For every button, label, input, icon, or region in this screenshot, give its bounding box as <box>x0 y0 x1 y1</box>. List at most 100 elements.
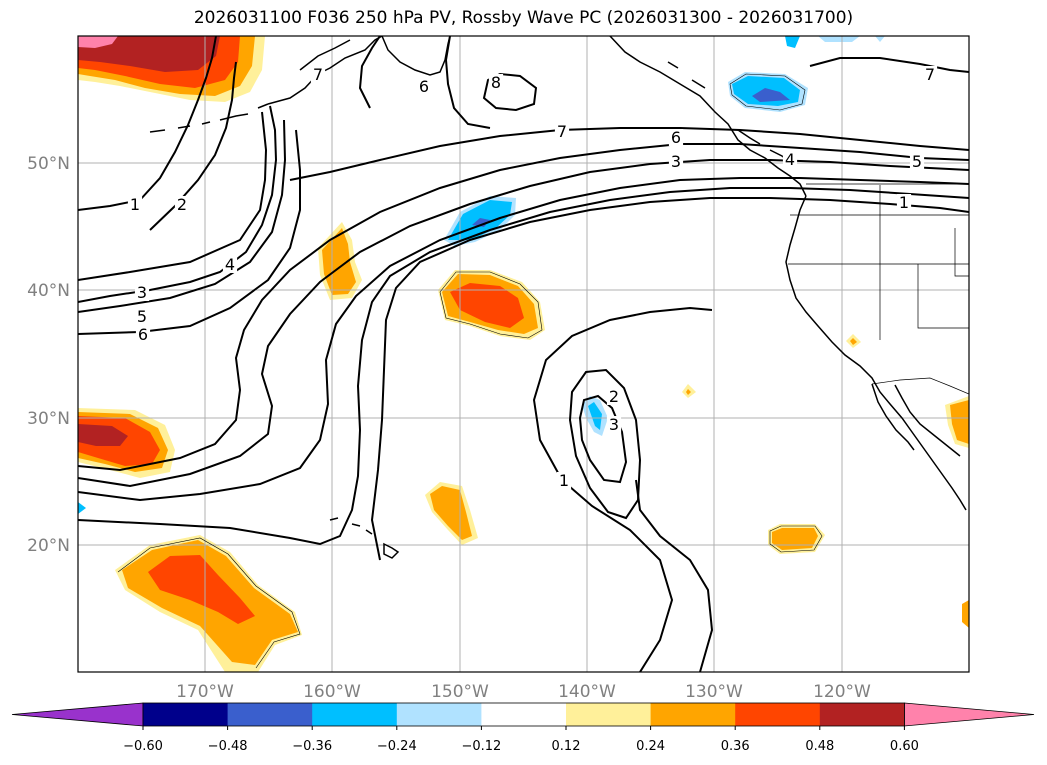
coast-alaska-peninsula <box>267 36 383 105</box>
contour-label-1-east: 1 <box>899 193 909 212</box>
shading-outlines <box>117 73 823 669</box>
anomaly-125w-orange <box>772 528 818 550</box>
contour-4-mid <box>78 111 268 281</box>
outline-150w <box>439 271 543 339</box>
colorbar-tick-label: −0.36 <box>292 739 332 754</box>
contour-label-7-mid: 7 <box>557 122 567 141</box>
anomaly-spot-1-core <box>686 389 691 395</box>
colorbar-segment <box>396 703 482 726</box>
contour-label-halo <box>174 196 190 213</box>
colorbar-tick-label: 0.36 <box>721 739 750 754</box>
contour-label-halo <box>606 388 622 405</box>
anomaly-spot-2-core <box>850 338 857 345</box>
outline-sw <box>117 537 301 669</box>
contour-label-halo <box>922 66 938 83</box>
contour-loop-5 <box>370 197 969 561</box>
latitude-labels: 50°N 40°N 30°N 20°N <box>27 154 70 556</box>
contour-1-south-return <box>635 479 714 672</box>
coast-west-us <box>785 195 967 511</box>
contour-label-1-west: 1 <box>130 195 140 214</box>
anomaly-blue-140w <box>588 402 602 430</box>
outline-blue-ne <box>729 73 806 111</box>
contour-big-loop <box>78 143 969 472</box>
contour-label-7-north: 7 <box>313 65 323 84</box>
lat-label-20n: 20°N <box>27 536 70 556</box>
anomaly-w-edge-blue <box>78 502 86 514</box>
contour-label-halo <box>416 78 432 95</box>
anomaly-150w-red <box>450 283 524 328</box>
contour-label-6-mid: 6 <box>671 128 681 147</box>
anomaly-sw-red <box>148 555 255 624</box>
anomaly-160w-orange <box>322 228 356 295</box>
border-mexico <box>871 377 969 395</box>
colorbar-segment <box>735 703 821 726</box>
colorbar-segment <box>481 703 567 726</box>
contour-label-3-west: 3 <box>137 283 147 302</box>
longitude-labels: 170°W 160°W 150°W 140°W 130°W 120°W <box>176 682 871 702</box>
coast-bc-islands <box>667 61 791 163</box>
contour-label-halo <box>556 472 572 489</box>
shaded-anomalies <box>78 36 969 672</box>
anomaly-blue-top-3 <box>875 36 885 42</box>
colorbar-extend-low <box>11 702 144 727</box>
contour-label-6-west: 6 <box>138 325 148 344</box>
lon-label-160w: 160°W <box>303 682 361 702</box>
anomaly-e-edge-2 <box>962 600 969 628</box>
contour-label-halo <box>668 153 684 170</box>
colorbar-tick-label: −0.48 <box>208 739 248 754</box>
contour-label-halo <box>554 123 570 140</box>
gridlines <box>78 36 969 672</box>
contour-7-north <box>289 127 969 181</box>
contour-7-ne <box>809 57 969 73</box>
contour-label-group: 1 2 3 4 5 6 7 8 6 7 6 3 4 5 1 7 3 5 6 2 … <box>127 65 938 490</box>
contour-label-halo <box>488 74 504 91</box>
anomaly-s150w-orange <box>430 486 472 540</box>
coast-aleutians <box>149 103 269 133</box>
colorbar-outline <box>142 702 905 727</box>
anomaly-nw-pink <box>78 36 118 48</box>
anomaly-e-edge-orange <box>950 400 969 444</box>
contour-6-west <box>78 129 301 335</box>
colorbar: −0.60 −0.48 −0.36 −0.24 −0.12 0.12 0.24 0.36 0.4… <box>11 702 1035 754</box>
contour-label-halo <box>127 196 143 213</box>
lon-label-170w: 170°W <box>176 682 234 702</box>
contour-5-west <box>78 119 287 313</box>
contour-label-5-west: 5 <box>137 307 147 326</box>
contour-label-halo <box>896 194 912 211</box>
contour-label-4-east: 4 <box>785 150 795 169</box>
border-states <box>788 185 969 340</box>
contour-3-loop <box>578 394 628 484</box>
coast-gulf-alaska <box>609 36 807 197</box>
colorbar-segment <box>312 703 398 726</box>
colorbar-segment <box>566 703 652 726</box>
outline-125w <box>769 525 823 553</box>
contour-8-loop <box>482 72 538 112</box>
contour-1-north <box>78 36 217 211</box>
contour-label-4-mid: 4 <box>225 255 235 274</box>
contour-label-halo <box>134 308 150 325</box>
contour-loop-3 <box>78 177 969 502</box>
anomaly-w-darkred <box>78 424 128 446</box>
lon-label-130w: 130°W <box>685 682 743 702</box>
contour-label-8: 8 <box>491 73 501 92</box>
colorbar-tick-label: 0.12 <box>552 739 581 754</box>
contour-label-halo <box>134 284 150 301</box>
colorbar-tick-label: 0.48 <box>805 739 834 754</box>
contour-label-2-west: 2 <box>177 195 187 214</box>
colorbar-tick-label: 0.60 <box>890 739 919 754</box>
anomaly-nw-darkred <box>78 36 220 72</box>
contour-label-halo <box>135 326 151 343</box>
anomaly-blue-top-2 <box>818 36 860 42</box>
contour-label-7-ne: 7 <box>925 65 935 84</box>
colorbar-tick-label: −0.12 <box>461 739 501 754</box>
lon-label-120w: 120°W <box>813 682 871 702</box>
contour-label-halo <box>222 256 238 273</box>
lon-label-150w: 150°W <box>431 682 489 702</box>
contour-label-6-north: 6 <box>419 77 429 96</box>
contour-1-loop-south <box>532 306 713 672</box>
contour-label-5-east: 5 <box>912 152 922 171</box>
contour-label-halo <box>606 416 622 433</box>
contour-loop-4 <box>78 187 969 546</box>
contour-loop-2 <box>78 159 969 488</box>
contour-label-3-mid: 3 <box>671 152 681 171</box>
